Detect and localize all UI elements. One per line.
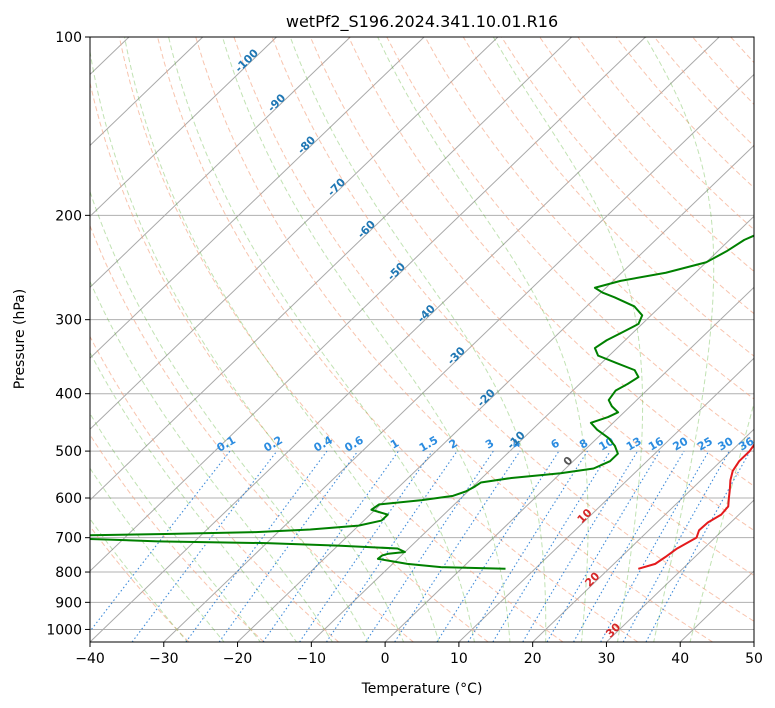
x-axis-label: Temperature (°C) — [361, 681, 483, 697]
profile-series — [90, 234, 754, 570]
dry-adiabat — [271, 37, 754, 577]
mixing-ratio-line — [600, 450, 710, 642]
y-tick-label: 300 — [55, 313, 82, 329]
x-tick-label: 0 — [381, 651, 390, 667]
dry-adiabat — [424, 37, 754, 400]
y-tick-label: 1000 — [46, 622, 82, 638]
moist-adiabat — [90, 190, 369, 642]
dry-adiabat — [90, 224, 414, 642]
x-tick-label: −20 — [223, 651, 253, 667]
mixing-ratio-line — [185, 450, 328, 642]
moist-adiabat — [168, 37, 475, 642]
plot-frame — [89, 36, 755, 643]
x-tick-label: 40 — [671, 651, 689, 667]
y-tick-label: 700 — [55, 531, 82, 547]
mixing-ratio-line — [131, 450, 278, 642]
dry-adiabat — [90, 80, 489, 642]
y-tick-label: 800 — [55, 565, 82, 581]
background-lines — [90, 37, 754, 642]
isotherm-line — [90, 37, 204, 147]
isotherm-line — [384, 286, 754, 642]
isotherm-line — [606, 499, 754, 642]
moist-adiabat — [689, 401, 754, 642]
mixing-ratio-line — [365, 450, 494, 642]
isotherm-line — [90, 37, 572, 501]
moist-adiabat — [124, 37, 440, 642]
mixing-ratio-line — [492, 450, 611, 642]
dry-adiabat — [90, 433, 265, 642]
y-tick-label: 100 — [55, 30, 82, 46]
y-tick-label: 900 — [55, 595, 82, 611]
dry-adiabat — [195, 37, 713, 642]
temperature-profile-line — [638, 443, 754, 570]
x-tick-label: −30 — [149, 651, 179, 667]
chart-title: wetPf2_S196.2024.341.10.01.R16 — [286, 12, 558, 32]
axis-ticks: −40 −30 −20 −10 0 10 20 30 40 50 100 200 300 400 500 60… — [46, 30, 763, 667]
mixing-ratio-line — [325, 450, 458, 642]
mixing-ratio-line — [218, 450, 359, 642]
x-tick-label: 10 — [450, 651, 468, 667]
dry-adiabat — [309, 37, 754, 532]
moist-adiabat — [90, 48, 405, 642]
isotherm-line — [163, 73, 754, 642]
mixing-ratio-line — [262, 450, 399, 642]
moist-adiabat — [289, 37, 547, 642]
mixing-ratio-line — [622, 450, 730, 642]
isotherm-line — [90, 37, 351, 288]
mixing-ratio-line — [645, 450, 751, 642]
x-tick-label: 50 — [745, 651, 763, 667]
mixing-ratio-line — [436, 450, 560, 642]
dry-adiabat — [90, 525, 190, 642]
isotherm-line — [90, 37, 277, 218]
x-tick-label: 20 — [524, 651, 542, 667]
isotherm-line — [237, 144, 754, 642]
isotherm-line — [90, 37, 646, 572]
dry-adiabat — [501, 37, 754, 315]
mixing-ratio-label: 36 — [736, 434, 756, 453]
moist-adiabat — [222, 37, 511, 642]
isotherm-line — [532, 428, 754, 642]
mixing-ratio-line — [394, 450, 521, 642]
x-tick-label: −10 — [297, 651, 327, 667]
isotherm-line — [90, 37, 499, 430]
dry-adiabat — [118, 37, 564, 642]
moist-adiabat — [90, 351, 298, 642]
isotherm-line — [458, 357, 754, 642]
y-tick-label: 600 — [55, 491, 82, 507]
y-tick-label: 500 — [55, 444, 82, 460]
moist-adiabat — [492, 37, 644, 642]
dry-adiabat — [348, 37, 754, 487]
dewpoint-profile-line — [90, 234, 754, 570]
y-tick-label: 200 — [55, 208, 82, 224]
dry-adiabat — [157, 37, 639, 642]
x-tick-label: 30 — [598, 651, 616, 667]
moist-adiabat — [644, 37, 715, 642]
isotherm-line — [90, 37, 425, 359]
y-tick-label: 400 — [55, 387, 82, 403]
y-axis-label: Pressure (hPa) — [12, 289, 28, 389]
x-tick-label: −40 — [75, 651, 105, 667]
mixing-ratio-line — [299, 450, 433, 642]
